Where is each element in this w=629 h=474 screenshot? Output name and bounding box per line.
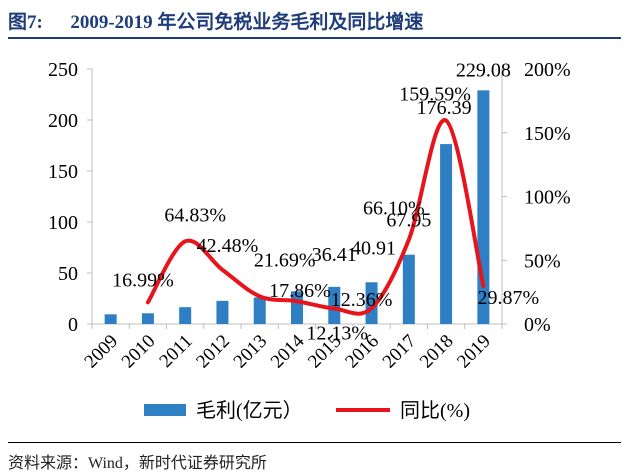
line-value-label: 12.13% — [306, 323, 368, 345]
bar — [402, 254, 415, 324]
x-tick-label: 2017 — [379, 331, 421, 373]
legend-bar-swatch — [144, 404, 186, 416]
x-tick-label: 2011 — [155, 331, 196, 372]
bar-value-label: 67.95 — [386, 210, 431, 232]
x-tick-label: 2013 — [230, 331, 272, 373]
line-value-label: 16.99% — [112, 269, 174, 291]
y-right-tick-label: 100% — [524, 187, 571, 209]
bar — [104, 314, 117, 324]
line-value-label: 64.83% — [164, 204, 226, 226]
bar — [365, 282, 378, 324]
figure-title: 图7: 2009-2019 年公司免税业务毛利及同比增速 — [8, 7, 423, 34]
y-left-tick-label: 50 — [58, 263, 78, 285]
x-tick-label: 2018 — [416, 331, 458, 373]
y-left-tick-label: 0 — [68, 314, 78, 336]
line-value-label: 42.48% — [197, 235, 259, 257]
legend-bar-label: 毛利(亿元） — [196, 399, 303, 422]
figure-label: 图7: — [8, 12, 43, 33]
line-value-label: 12.36% — [331, 289, 393, 311]
line-value-label: 21.69% — [254, 249, 316, 271]
bar — [179, 307, 192, 324]
y-left-tick-label: 200 — [48, 110, 78, 132]
bar — [253, 297, 266, 324]
x-tick-label: 2012 — [192, 331, 234, 373]
line-value-label: 159.59% — [399, 84, 471, 106]
bar — [440, 144, 453, 324]
bar-value-label: 36.41 — [312, 244, 357, 266]
figure-header: 图7: 2009-2019 年公司免税业务毛利及同比增速 — [8, 5, 621, 39]
line-series-path — [145, 118, 486, 316]
bar-value-label: 176.39 — [417, 97, 472, 119]
line-value-label: 29.87% — [478, 287, 540, 309]
bar-value-label: 40.91 — [351, 237, 396, 259]
source-divider — [8, 442, 621, 443]
y-left-tick-label: 250 — [48, 59, 78, 81]
bar — [216, 300, 229, 324]
x-tick-label: 2009 — [80, 331, 122, 373]
figure-title-text: 2009-2019 年公司免税业务毛利及同比增速 — [70, 12, 424, 33]
y-left-tick-label: 100 — [48, 212, 78, 234]
line-value-label: 66.10% — [363, 198, 425, 220]
x-tick-label: 2019 — [453, 331, 495, 373]
x-tick-label: 2010 — [118, 331, 160, 373]
y-right-tick-label: 50% — [524, 250, 561, 272]
y-right-tick-label: 150% — [524, 123, 571, 145]
line-value-label: 17.86% — [269, 280, 331, 302]
source-note: 资料来源：Wind，新时代证券研究所 — [8, 455, 267, 472]
bar — [141, 313, 154, 324]
title-underline — [8, 37, 621, 39]
legend-line-label: 同比(%) — [400, 399, 470, 422]
y-left-tick-label: 150 — [48, 161, 78, 183]
x-tick-label: 2014 — [267, 330, 309, 372]
y-right-tick-label: 0% — [524, 314, 551, 336]
bar-value-label: 229.08 — [456, 59, 511, 81]
y-right-tick-label: 200% — [524, 59, 571, 81]
bar — [328, 286, 341, 324]
